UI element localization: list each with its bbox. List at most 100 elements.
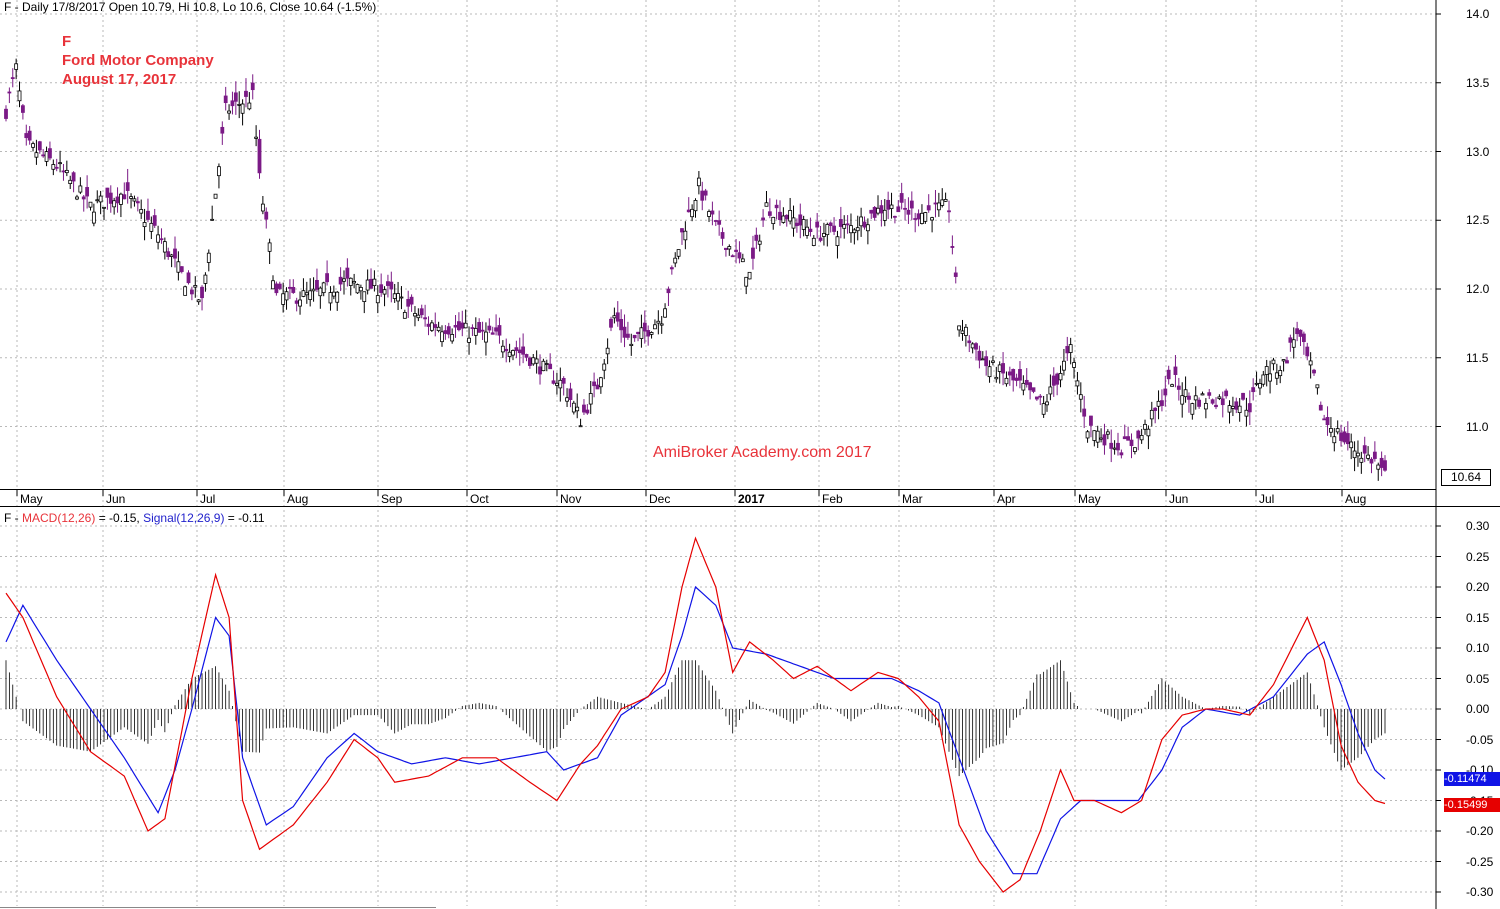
candle-body xyxy=(869,209,874,214)
candle-body xyxy=(58,162,62,165)
candle-body xyxy=(355,284,360,294)
candle-body xyxy=(413,313,417,317)
candle-body xyxy=(159,238,164,241)
candle-body xyxy=(1254,382,1259,385)
x-tick-label: 2017 xyxy=(738,492,765,506)
candle-body xyxy=(1092,430,1097,441)
candle-body xyxy=(1278,370,1283,377)
candle-body xyxy=(605,347,610,355)
candle-body xyxy=(71,172,76,182)
x-tick-label: Oct xyxy=(470,492,489,506)
price-y-tick-label: 11.0 xyxy=(1466,419,1489,434)
x-tick-label: Apr xyxy=(997,492,1016,506)
candle-body xyxy=(828,222,833,226)
candle-body xyxy=(1180,395,1185,405)
candle-body xyxy=(467,337,471,343)
candle-body xyxy=(68,179,73,185)
candle-body xyxy=(980,358,985,361)
candle-body xyxy=(358,286,363,292)
candle-body xyxy=(1065,346,1070,354)
candle-body xyxy=(1339,432,1343,441)
axis-ticks xyxy=(16,13,1441,893)
candle-body xyxy=(1193,395,1198,401)
x-tick-label: Jul xyxy=(200,492,216,506)
candle-body xyxy=(838,219,843,227)
candle-body xyxy=(200,286,204,299)
candle-body xyxy=(284,291,289,301)
candle-body xyxy=(139,209,144,214)
candle-body xyxy=(632,334,637,339)
x-tick-label: Mar xyxy=(902,492,923,506)
candle-body xyxy=(389,281,394,290)
candle-body xyxy=(960,330,965,334)
price-y-tick-label: 11.5 xyxy=(1466,350,1489,365)
x-tick-label: Feb xyxy=(822,492,843,506)
macd-y-tick-label: 0.25 xyxy=(1466,549,1490,564)
candle-body xyxy=(933,202,938,205)
candle-body xyxy=(257,138,262,174)
x-tick-label: Aug xyxy=(287,492,309,506)
candle-body xyxy=(1102,434,1107,446)
candle-body xyxy=(822,233,826,237)
candle-body xyxy=(1227,405,1232,413)
candle-body xyxy=(362,291,367,302)
candle-body xyxy=(514,347,519,352)
candle-body xyxy=(37,141,42,151)
candle-body xyxy=(538,366,542,375)
candle-body xyxy=(801,219,806,230)
candle-body xyxy=(416,314,421,319)
candle-body xyxy=(237,103,242,106)
candle-body xyxy=(1082,408,1087,417)
candle-body xyxy=(318,287,323,297)
candle-body xyxy=(1156,400,1161,407)
candle-body xyxy=(1325,417,1330,426)
macd-panel-header: F - MACD(12,26) = -0.15, Signal(12,26,9)… xyxy=(4,511,265,525)
candle-body xyxy=(791,217,796,229)
candle-body xyxy=(41,154,46,157)
candle-body xyxy=(595,384,600,390)
candle-body xyxy=(1048,386,1053,395)
macd-y-tick-label: -0.05 xyxy=(1466,732,1494,747)
candle-body xyxy=(1112,447,1117,450)
candle-body xyxy=(1335,428,1340,433)
candle-body xyxy=(1285,360,1289,364)
candle-body xyxy=(963,326,968,336)
candle-body xyxy=(342,278,346,282)
candle-body xyxy=(771,216,776,225)
candle-body xyxy=(419,308,424,316)
macd-y-tick-label: 0.00 xyxy=(1466,702,1490,716)
candle-body xyxy=(967,340,972,344)
candle-body xyxy=(264,211,269,220)
candle-body xyxy=(676,249,681,257)
candle-body xyxy=(64,169,69,174)
candle-body xyxy=(703,190,708,196)
candle-body xyxy=(1271,359,1276,365)
candle-body xyxy=(899,193,904,203)
x-tick-label: Jun xyxy=(1169,492,1189,506)
candle-body xyxy=(1244,409,1249,417)
x-tick-label: Nov xyxy=(560,492,582,506)
candle-body xyxy=(555,382,559,386)
candle-body xyxy=(511,350,515,356)
candle-body xyxy=(541,360,546,372)
candle-body xyxy=(162,241,167,253)
candle-body xyxy=(1281,359,1286,362)
candle-body xyxy=(169,254,174,257)
candle-body xyxy=(1176,385,1181,390)
candle-body xyxy=(713,220,718,222)
candle-body xyxy=(426,323,431,327)
candle-body xyxy=(149,222,154,232)
candle-body xyxy=(893,215,897,218)
candle-body xyxy=(1251,387,1256,393)
candle-body xyxy=(433,324,438,328)
candle-body xyxy=(311,288,316,292)
candle-body xyxy=(176,261,181,273)
candle-body xyxy=(402,312,407,319)
last-signal-label: -0.11474 xyxy=(1444,772,1500,786)
candle-body xyxy=(1055,373,1060,385)
candle-body xyxy=(142,222,147,228)
candle-body xyxy=(1329,428,1333,433)
candle-body xyxy=(727,246,732,250)
candle-body xyxy=(1332,436,1337,444)
candle-body xyxy=(1170,384,1174,387)
